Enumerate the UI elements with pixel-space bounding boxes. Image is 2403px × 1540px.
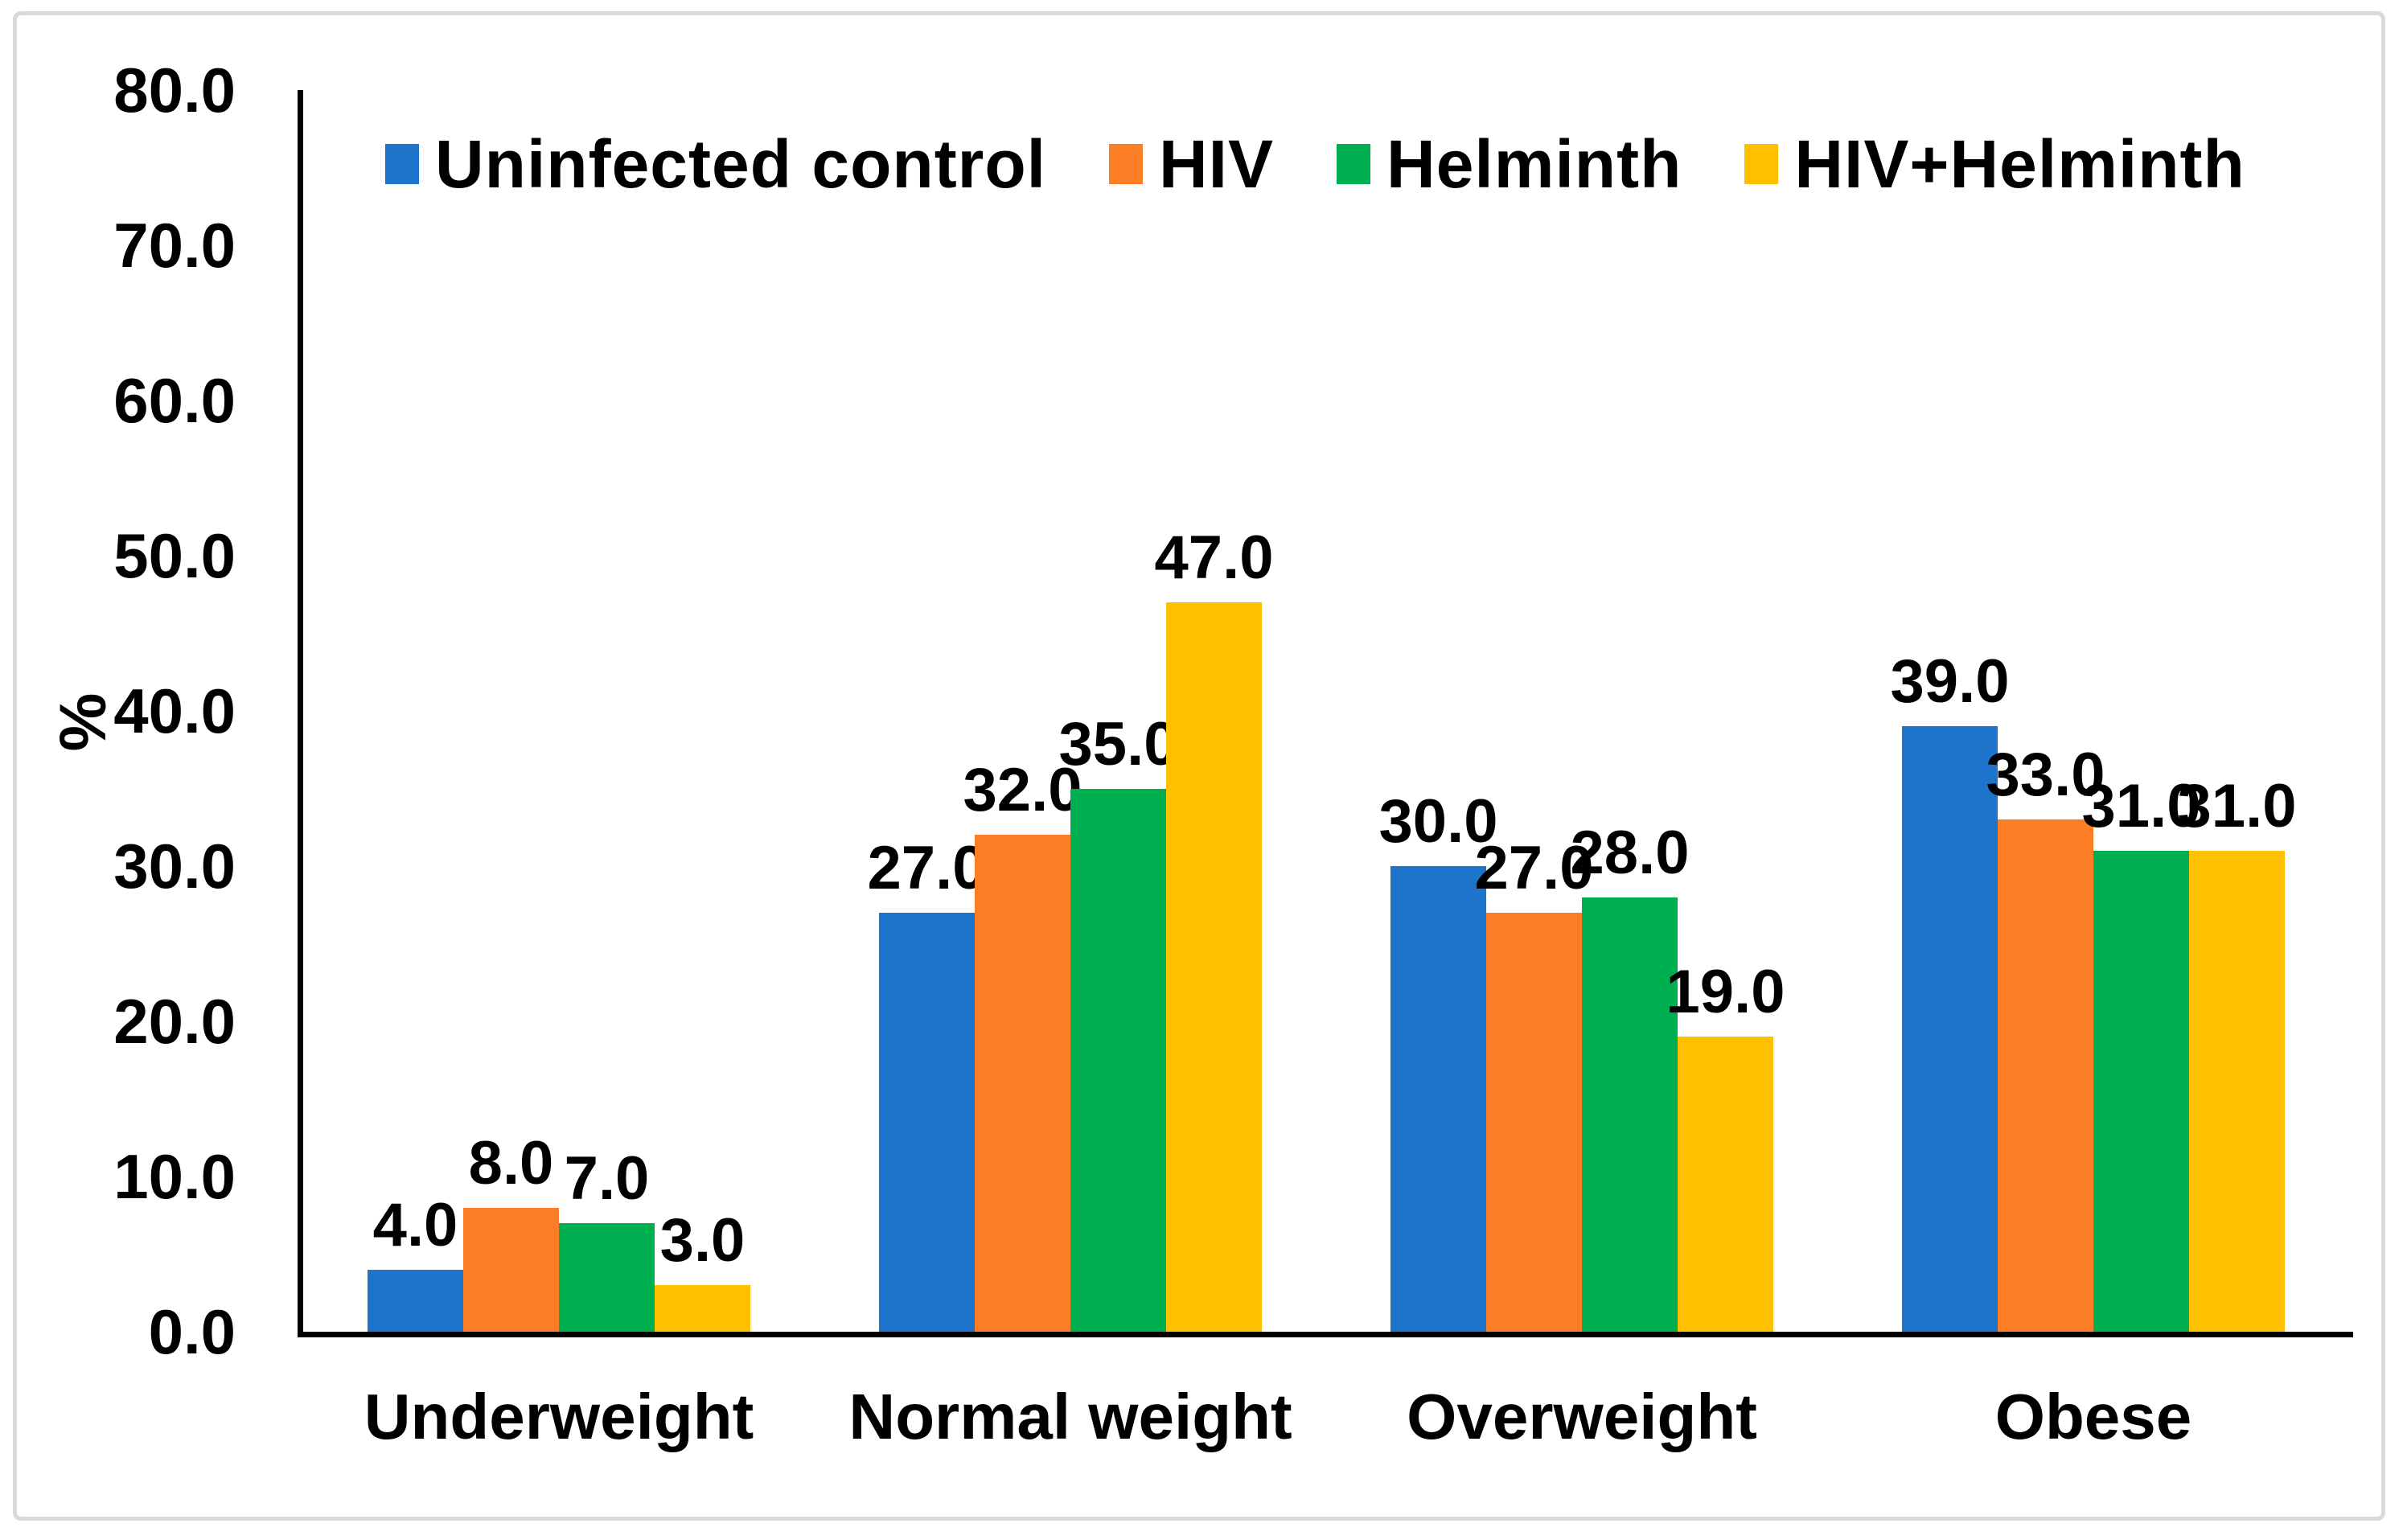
bar — [1166, 602, 1262, 1332]
bar-value-label: 31.0 — [2177, 771, 2297, 840]
category-label: Normal weight — [848, 1381, 1292, 1452]
bar-value-label: 31.0 — [2081, 771, 2201, 840]
legend-item: Uninfected control — [385, 130, 1046, 198]
bar-value-label: 30.0 — [1378, 787, 1498, 856]
bar — [975, 835, 1070, 1332]
bar-value-label: 4.0 — [372, 1190, 458, 1259]
bar-value-label: 33.0 — [1986, 741, 2105, 810]
legend-item: Helminth — [1337, 130, 1682, 198]
bar-value-label: 32.0 — [963, 756, 1082, 825]
bar — [368, 1269, 463, 1332]
plot-area: 4.0 8.0 7.0 3.0 27.0 32.0 35.0 47.0 30.0 27.0 28.0… — [17, 15, 2381, 1517]
bar — [879, 912, 975, 1332]
bar — [1998, 819, 2093, 1332]
bar-value-label: 28.0 — [1570, 818, 1690, 887]
y-axis-line — [298, 90, 303, 1337]
category-label: Obese — [1994, 1381, 2192, 1452]
bar — [1678, 1037, 1773, 1332]
bar-value-label: 27.0 — [1474, 833, 1594, 902]
y-tick-label: 70.0 — [113, 210, 236, 281]
legend-label: HIV+Helminth — [1794, 126, 2245, 202]
bar — [1070, 788, 1166, 1332]
bar — [1902, 726, 1998, 1332]
y-tick-label: 20.0 — [113, 986, 236, 1057]
category-label: Overweight — [1407, 1381, 1757, 1452]
bar — [1486, 912, 1582, 1332]
grouped-bar-chart: % 80.0 70.0 60.0 50.0 40.0 30.0 20.0 10.0 0.0 Un… — [17, 15, 2381, 1517]
legend-label: Uninfected control — [435, 126, 1047, 202]
y-tick-label: 40.0 — [113, 676, 236, 746]
y-tick-label: 50.0 — [113, 520, 236, 591]
y-tick-label: 60.0 — [113, 365, 236, 436]
bar — [1390, 866, 1486, 1332]
category-label: Underweight — [364, 1381, 754, 1452]
bar — [2189, 850, 2285, 1332]
legend: Uninfected control HIV Helminth HIV+Helmint… — [385, 130, 2245, 198]
legend-label: Helminth — [1386, 126, 1682, 202]
bar-value-label: 35.0 — [1058, 709, 1178, 778]
y-tick-label: 10.0 — [113, 1141, 236, 1212]
legend-label: HIV — [1159, 126, 1275, 202]
bar — [559, 1222, 655, 1332]
legend-swatch — [1109, 144, 1144, 184]
bar — [2093, 850, 2189, 1332]
bar-value-label: 39.0 — [1890, 647, 2010, 717]
bar — [655, 1285, 750, 1332]
legend-swatch — [1337, 144, 1371, 184]
bar — [1582, 897, 1678, 1332]
legend-item: HIV — [1109, 130, 1274, 198]
legend-item: HIV+Helminth — [1744, 130, 2245, 198]
bar-value-label: 27.0 — [867, 833, 987, 902]
bar-value-label: 47.0 — [1154, 523, 1274, 592]
chart-frame: % 80.0 70.0 60.0 50.0 40.0 30.0 20.0 10.0 0.0 Un… — [13, 11, 2385, 1521]
legend-swatch — [385, 144, 419, 184]
x-axis-line — [298, 1332, 2353, 1337]
bar-value-label: 8.0 — [468, 1128, 554, 1197]
y-tick-label: 0.0 — [148, 1296, 236, 1367]
bar-value-label: 19.0 — [1666, 958, 1785, 1027]
y-tick-label: 80.0 — [113, 55, 236, 125]
bar-value-label: 7.0 — [564, 1144, 650, 1213]
bar-value-label: 3.0 — [659, 1206, 746, 1275]
legend-swatch — [1744, 144, 1779, 184]
y-tick-label: 30.0 — [113, 831, 236, 901]
bar — [463, 1207, 559, 1332]
